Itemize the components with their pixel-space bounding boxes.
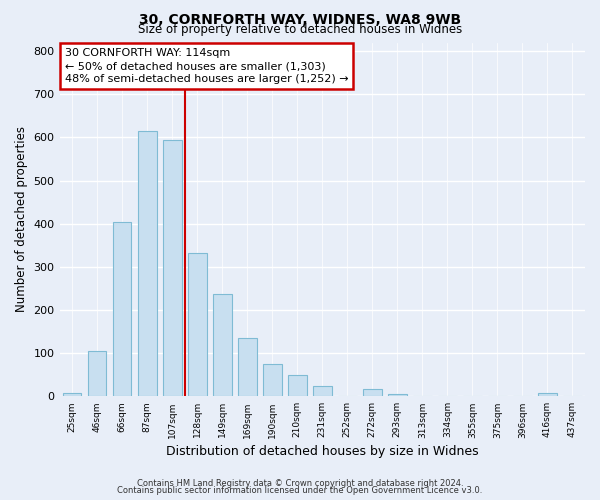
Bar [188, 253, 206, 396]
Bar [263, 364, 281, 396]
Text: Size of property relative to detached houses in Widnes: Size of property relative to detached ho… [138, 22, 462, 36]
Bar [113, 222, 131, 396]
Bar [288, 374, 307, 396]
Text: Contains public sector information licensed under the Open Government Licence v3: Contains public sector information licen… [118, 486, 482, 495]
Y-axis label: Number of detached properties: Number of detached properties [15, 126, 28, 312]
Bar [62, 394, 82, 396]
Bar [163, 140, 182, 396]
Bar [363, 390, 382, 396]
Bar [213, 294, 232, 396]
Text: Contains HM Land Registry data © Crown copyright and database right 2024.: Contains HM Land Registry data © Crown c… [137, 478, 463, 488]
Bar [138, 131, 157, 396]
Bar [88, 351, 106, 397]
Bar [388, 394, 407, 396]
Bar [238, 338, 257, 396]
X-axis label: Distribution of detached houses by size in Widnes: Distribution of detached houses by size … [166, 444, 479, 458]
Text: 30 CORNFORTH WAY: 114sqm
← 50% of detached houses are smaller (1,303)
48% of sem: 30 CORNFORTH WAY: 114sqm ← 50% of detach… [65, 48, 349, 84]
Bar [313, 386, 332, 396]
Bar [538, 393, 557, 396]
Text: 30, CORNFORTH WAY, WIDNES, WA8 9WB: 30, CORNFORTH WAY, WIDNES, WA8 9WB [139, 12, 461, 26]
